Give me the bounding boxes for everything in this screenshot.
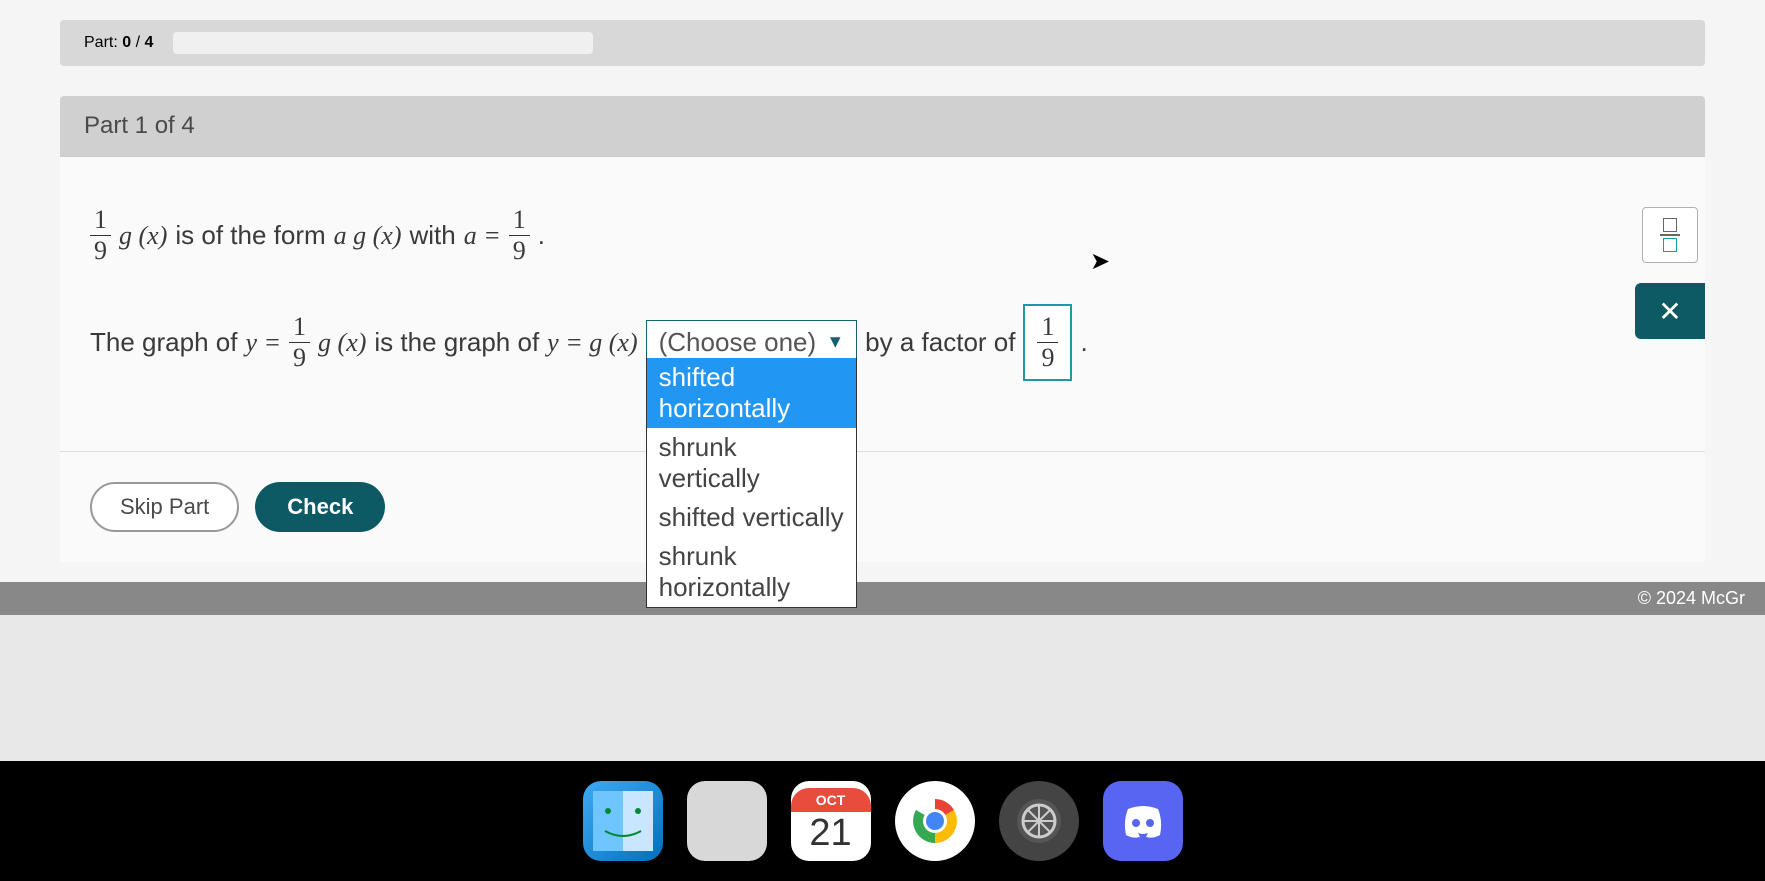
frac-den: 9 bbox=[289, 342, 310, 371]
copyright-text: © 2024 McGr bbox=[0, 582, 1765, 615]
fraction-1-9-c: 1 9 bbox=[289, 314, 310, 371]
fraction-1-9: 1 9 bbox=[90, 207, 111, 264]
text-is-graph-of: is the graph of bbox=[374, 327, 539, 358]
progress-header: Part: 0 / 4 bbox=[60, 20, 1705, 66]
dropdown-option-shifted-horizontally[interactable]: shifted horizontally bbox=[647, 358, 857, 428]
transformation-dropdown[interactable]: (Choose one) ▼ shifted horizontally shru… bbox=[646, 327, 858, 358]
dropdown-list: shifted horizontally shrunk vertically s… bbox=[646, 358, 858, 608]
skip-part-button[interactable]: Skip Part bbox=[90, 482, 239, 532]
frac-den: 9 bbox=[1037, 342, 1058, 371]
dropdown-option-shrunk-horizontally[interactable]: shrunk horizontally bbox=[647, 537, 857, 607]
frac-num: 1 bbox=[90, 207, 111, 235]
part-title: Part 1 of 4 bbox=[60, 96, 1705, 156]
chrome-icon[interactable] bbox=[895, 781, 975, 861]
frac-num: 1 bbox=[289, 314, 310, 342]
dropdown-option-shrunk-vertically[interactable]: shrunk vertically bbox=[647, 428, 857, 498]
progress-current: 0 bbox=[122, 34, 131, 51]
math-agx: a g (x) bbox=[334, 221, 402, 251]
calendar-month: OCT bbox=[791, 788, 871, 812]
chevron-down-icon: ▼ bbox=[826, 332, 844, 353]
fraction-answer: 1 9 bbox=[1037, 314, 1058, 371]
math-ygx: y = g (x) bbox=[547, 328, 637, 358]
progress-sep: / bbox=[131, 34, 144, 51]
fraction-icon bbox=[1660, 216, 1680, 254]
finder-icon[interactable] bbox=[583, 781, 663, 861]
progress-label: Part: 0 / 4 bbox=[84, 34, 153, 52]
math-a-eq: a = bbox=[464, 221, 501, 251]
dropdown-option-shifted-vertically[interactable]: shifted vertically bbox=[647, 498, 857, 537]
frac-num: 1 bbox=[1037, 314, 1058, 342]
frac-num: 1 bbox=[509, 207, 530, 235]
x-icon: ✕ bbox=[1658, 295, 1681, 328]
text-with: with bbox=[410, 220, 456, 251]
progress-bar bbox=[173, 32, 593, 54]
math-gx: g (x) bbox=[119, 221, 167, 251]
progress-total: 4 bbox=[144, 34, 153, 51]
math-tools-panel: ✕ bbox=[1635, 207, 1705, 339]
question-line-1: 1 9 g (x) is of the form a g (x) with a … bbox=[90, 207, 1675, 264]
launchpad-icon[interactable] bbox=[687, 781, 767, 861]
cursor-icon: ➤ bbox=[1090, 247, 1110, 276]
frac-den: 9 bbox=[90, 235, 111, 264]
period: . bbox=[538, 220, 545, 251]
factor-answer-box[interactable]: 1 9 bbox=[1023, 304, 1072, 381]
fraction-1-9-b: 1 9 bbox=[509, 207, 530, 264]
math-y-eq: y = bbox=[245, 328, 281, 358]
question-line-2: The graph of y = 1 9 g (x) is the graph … bbox=[90, 304, 1675, 381]
question-body: 1 9 g (x) is of the form a g (x) with a … bbox=[60, 156, 1705, 451]
calendar-day: 21 bbox=[809, 812, 851, 855]
macos-dock: OCT 21 bbox=[0, 761, 1765, 881]
dropdown-placeholder: (Choose one) bbox=[659, 327, 817, 357]
check-button[interactable]: Check bbox=[255, 482, 385, 532]
text-graph-of: The graph of bbox=[90, 327, 237, 358]
progress-prefix: Part: bbox=[84, 34, 122, 51]
discord-icon[interactable] bbox=[1103, 781, 1183, 861]
calendar-icon[interactable]: OCT 21 bbox=[791, 781, 871, 861]
period: . bbox=[1080, 327, 1087, 358]
settings-icon[interactable] bbox=[999, 781, 1079, 861]
frac-den: 9 bbox=[509, 235, 530, 264]
clear-button[interactable]: ✕ bbox=[1635, 283, 1705, 339]
action-row: Skip Part Check bbox=[60, 451, 1705, 562]
fraction-tool-button[interactable] bbox=[1642, 207, 1698, 263]
math-gx: g (x) bbox=[318, 328, 366, 358]
text-by-factor: by a factor of bbox=[865, 327, 1015, 358]
text-is-of-form: is of the form bbox=[175, 220, 325, 251]
